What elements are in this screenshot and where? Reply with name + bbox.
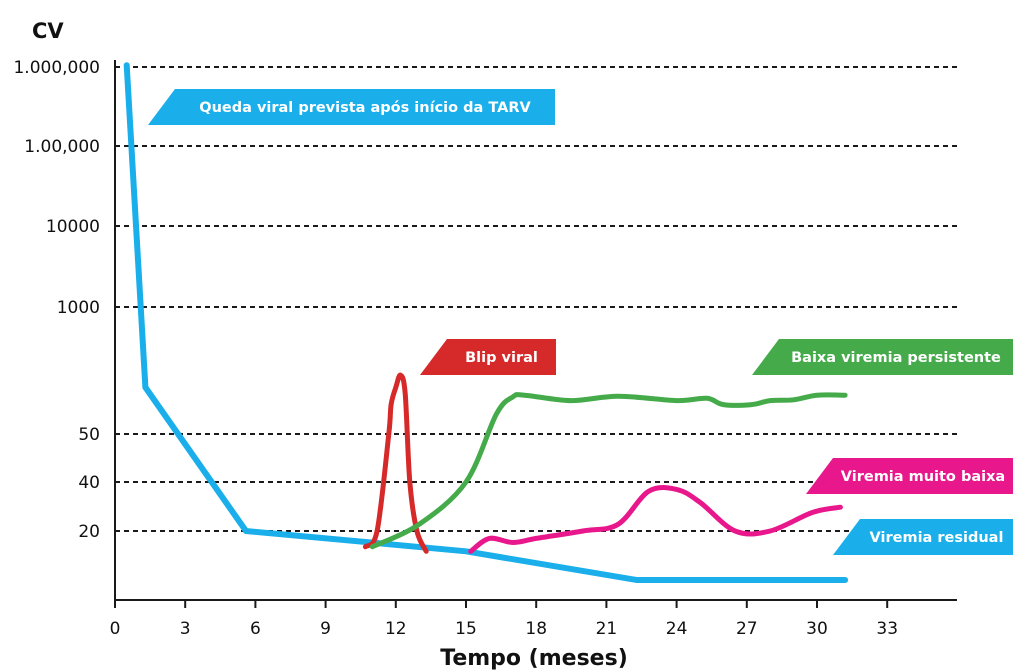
- x-tick-label: 27: [736, 619, 758, 639]
- y-axis-title: CV: [32, 19, 64, 43]
- y-tick-label: 10000: [46, 217, 100, 237]
- series-tag-label: Queda viral prevista após início da TARV: [199, 100, 531, 116]
- ticks: 1.000,000 1.00,000 10000 1000 50 40 20 0 3 6 9 12 15…: [13, 58, 898, 639]
- series-line: [362, 372, 429, 554]
- x-tick-label: 18: [525, 619, 547, 639]
- series-tag: [420, 339, 556, 375]
- x-tick-label: 24: [666, 619, 688, 639]
- y-tick-label: 40: [78, 473, 100, 493]
- series-line: [369, 392, 848, 550]
- series-line: [468, 485, 843, 554]
- series-tag-label: Viremia muito baixa: [841, 469, 1005, 485]
- y-tick-label: 50: [78, 425, 100, 445]
- x-tick-label: 33: [876, 619, 898, 639]
- series-tag-label: Viremia residual: [870, 530, 1004, 546]
- series-lines: [123, 62, 849, 583]
- axes: [114, 60, 957, 601]
- x-tick-label: 6: [250, 619, 261, 639]
- x-tick-label: 0: [110, 619, 121, 639]
- y-tick-label: 1.00,000: [24, 137, 100, 157]
- series-tag-label: Baixa viremia persistente: [791, 350, 1001, 366]
- y-tick-label: 20: [78, 522, 100, 542]
- series-labels: Queda viral prevista após início da TARV…: [148, 89, 1013, 555]
- x-tick-label: 3: [180, 619, 191, 639]
- x-tick-label: 12: [385, 619, 407, 639]
- series-tag: [752, 339, 1013, 375]
- x-tick-label: 30: [806, 619, 828, 639]
- series-tag: [148, 89, 555, 125]
- x-tick-label: 15: [455, 619, 477, 639]
- y-tick-label: 1.000,000: [13, 58, 100, 78]
- y-tick-label: 1000: [57, 298, 100, 318]
- x-tick-label: 9: [320, 619, 331, 639]
- series-tag-label: Blip viral: [465, 350, 538, 366]
- series-line: [123, 62, 849, 583]
- series-tag: [806, 458, 1013, 494]
- series-tag: [833, 519, 1013, 555]
- x-axis-title: Tempo (meses): [440, 646, 628, 670]
- x-tick-label: 21: [596, 619, 618, 639]
